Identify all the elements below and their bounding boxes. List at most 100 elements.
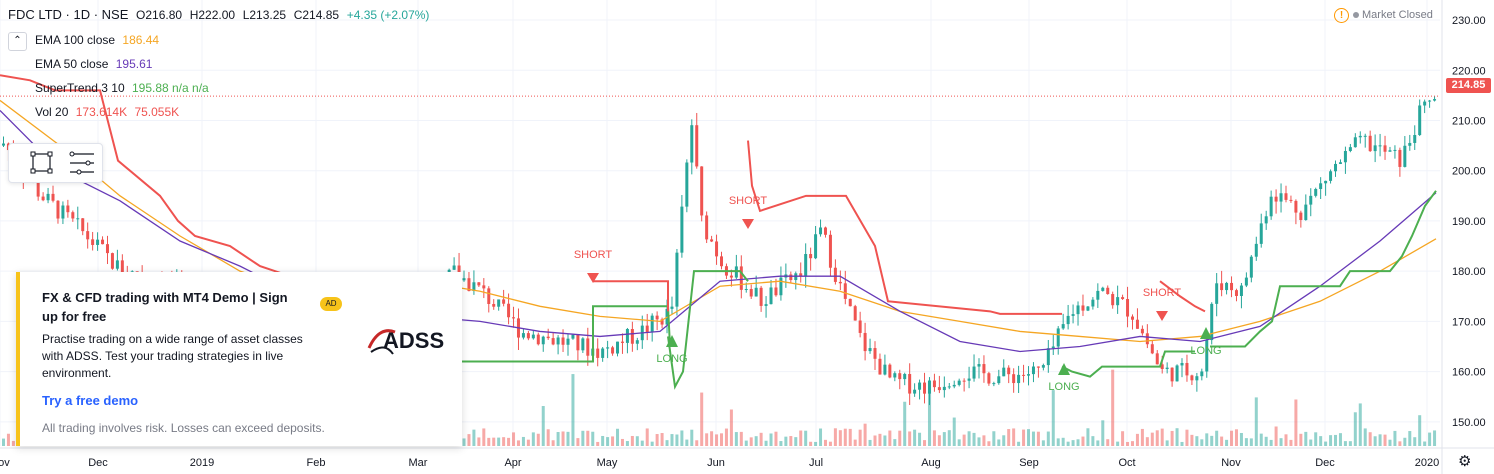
settings-gear-icon[interactable]: ⚙ xyxy=(1458,453,1472,470)
volume-bar xyxy=(838,430,842,446)
adss-logo-text: ADSS xyxy=(383,328,444,353)
candle-body xyxy=(1056,328,1060,347)
volume-bar xyxy=(1230,430,1234,446)
volume-bar xyxy=(724,428,728,446)
candle-body xyxy=(1185,362,1189,376)
candle-body xyxy=(1309,195,1313,205)
volume-bar xyxy=(843,428,847,446)
candle-body xyxy=(1373,145,1377,152)
volume-bar xyxy=(531,432,535,446)
candle-body xyxy=(997,376,1001,384)
candle-body xyxy=(1294,200,1298,213)
volume-bar xyxy=(932,430,936,446)
candle-body xyxy=(705,215,709,240)
x-tick-label: Feb xyxy=(307,457,326,469)
legend-ema50[interactable]: EMA 50 close 195.61 xyxy=(35,57,152,71)
volume-bar xyxy=(1061,437,1065,446)
volume-bar xyxy=(729,409,733,446)
volume-bar xyxy=(2,438,5,446)
candle-body xyxy=(1378,145,1382,147)
candle-body xyxy=(1274,196,1278,202)
long-arrow-icon xyxy=(1058,363,1070,375)
legend-volume[interactable]: Vol 20 173.614K 75.055K xyxy=(35,105,179,119)
volume-bar xyxy=(1329,435,1333,446)
ad-cta-link[interactable]: Try a free demo xyxy=(42,393,139,408)
candle-body xyxy=(1121,297,1125,300)
supertrend-line xyxy=(1061,350,1195,378)
candle-body xyxy=(482,285,486,289)
candle-body xyxy=(1413,135,1417,143)
candle-body xyxy=(828,234,832,268)
volume-bar xyxy=(482,428,486,446)
volume-bar xyxy=(1378,434,1382,446)
candle-body xyxy=(769,287,773,305)
volume-bar xyxy=(487,437,491,446)
volume-bar xyxy=(611,436,615,446)
volume-bar xyxy=(744,440,748,446)
ad-panel[interactable]: FX & CFD trading with MT4 Demo | Sign up… xyxy=(16,272,462,446)
volume-bar xyxy=(655,434,659,446)
ad-title[interactable]: FX & CFD trading with MT4 Demo | Sign up… xyxy=(42,290,288,324)
collapse-legend-button[interactable]: ⌃ xyxy=(8,32,27,51)
candle-body xyxy=(932,380,936,388)
candle-body xyxy=(645,325,649,333)
volume-bar xyxy=(1076,439,1080,446)
volume-bar xyxy=(848,428,852,446)
candle-body xyxy=(507,303,511,318)
candle-body xyxy=(680,206,684,253)
volume-bar xyxy=(789,436,793,446)
candle-body xyxy=(868,348,872,352)
symbol-name[interactable]: FDC LTD · 1D · NSE xyxy=(8,7,129,22)
y-tick-label: 200.00 xyxy=(1452,166,1486,178)
volume-bar xyxy=(1358,403,1362,446)
rectangle-select-icon[interactable] xyxy=(30,151,53,174)
candle-body xyxy=(843,283,847,299)
legend-ema100[interactable]: EMA 100 close 186.44 xyxy=(35,33,159,47)
candle-body xyxy=(1314,189,1318,196)
volume-bar xyxy=(833,428,837,446)
volume-bar xyxy=(918,432,922,446)
candle-body xyxy=(497,299,501,307)
candle-body xyxy=(1130,316,1134,320)
volume-bar xyxy=(1383,434,1387,446)
candle-body xyxy=(1007,367,1011,375)
volume-bar xyxy=(1413,437,1417,446)
volume-bar xyxy=(769,433,773,446)
candle-body xyxy=(477,282,481,286)
candle-body xyxy=(36,180,40,197)
candle-body xyxy=(1002,367,1006,377)
volume-bar xyxy=(1041,440,1045,446)
candle-body xyxy=(1324,180,1328,184)
menu-lines-icon[interactable] xyxy=(69,151,94,175)
candle-body xyxy=(720,256,723,267)
symbol-header: FDC LTD · 1D · NSE O216.80 H222.00 L213.… xyxy=(8,7,433,22)
volume-bar xyxy=(630,435,634,446)
candle-body xyxy=(512,317,516,319)
candle-body xyxy=(927,380,931,394)
supertrend-line xyxy=(593,280,669,312)
warning-icon: ! xyxy=(1334,8,1349,23)
legend-supertrend[interactable]: SuperTrend 3 10 195.88 n/a n/a xyxy=(35,81,209,95)
candle-body xyxy=(1091,299,1095,307)
volume-bar xyxy=(512,432,516,446)
candle-body xyxy=(101,239,105,245)
volume-bar xyxy=(1051,390,1055,446)
candle-body xyxy=(1299,212,1303,221)
volume-bar xyxy=(779,441,783,446)
volume-bar xyxy=(1111,369,1115,446)
volume-bar xyxy=(1140,428,1144,446)
close-value: C214.85 xyxy=(293,8,340,22)
candle-body xyxy=(487,288,491,304)
volume-bar xyxy=(720,433,723,446)
volume-bar xyxy=(858,429,862,446)
volume-bar xyxy=(903,401,907,446)
volume-bar xyxy=(616,428,620,446)
candle-body xyxy=(888,364,892,378)
volume-bar xyxy=(1081,436,1085,446)
candle-body xyxy=(521,333,525,338)
volume-bar xyxy=(1259,433,1263,446)
candle-body xyxy=(660,319,664,325)
candle-body xyxy=(502,299,506,304)
candle-body xyxy=(1230,282,1234,291)
ad-badge: AD xyxy=(320,297,342,311)
